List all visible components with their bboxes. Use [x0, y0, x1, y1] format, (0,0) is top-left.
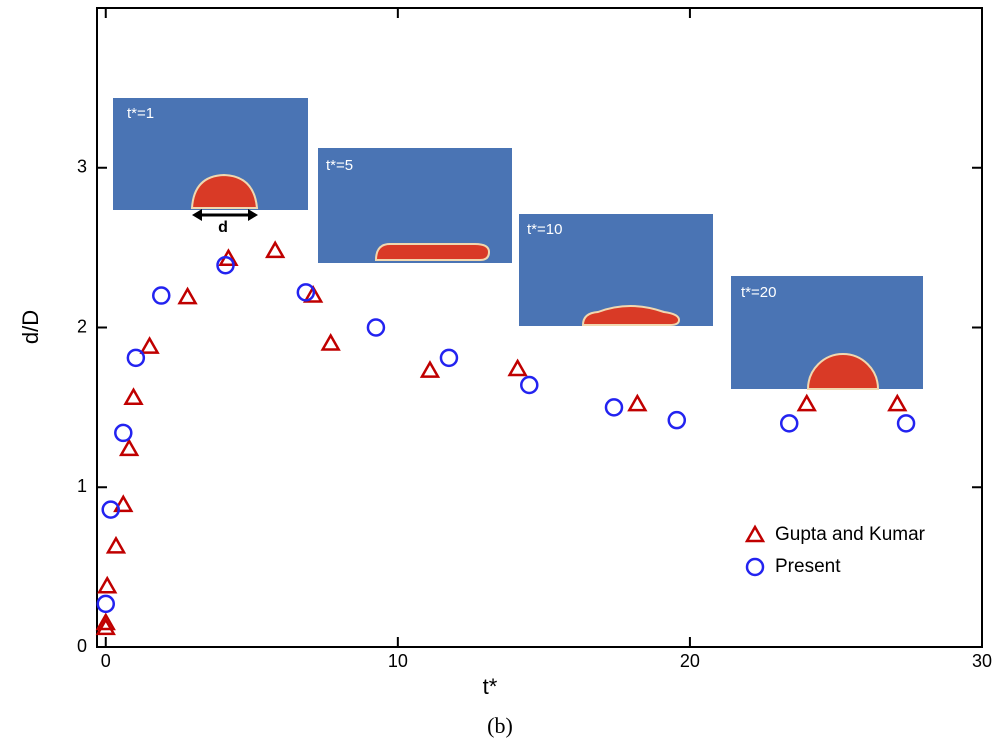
triangle-marker [97, 575, 118, 594]
triangle-marker [113, 494, 134, 513]
droplet [374, 243, 491, 261]
x-tick-label: 10 [388, 651, 408, 671]
x-tick-label: 20 [680, 651, 700, 671]
triangle-marker [265, 240, 286, 259]
circle-marker [101, 500, 120, 519]
triangle-marker [177, 286, 198, 305]
legend-marker [745, 557, 765, 577]
triangle-marker [105, 535, 127, 554]
triangle-marker [302, 285, 324, 303]
triangle-marker [419, 360, 441, 378]
x-axis-label: t* [483, 674, 498, 699]
inset-label: t*=5 [326, 157, 353, 174]
y-tick-label: 0 [77, 636, 87, 656]
caption: (b) [487, 713, 513, 738]
droplet [190, 173, 259, 209]
legend-label: Present [775, 556, 841, 577]
triangle-marker [118, 438, 140, 457]
circle-marker [366, 318, 386, 337]
circle-marker [296, 283, 316, 302]
circle-marker [126, 348, 146, 368]
x-tick-label: 30 [972, 651, 992, 671]
triangle-marker [139, 336, 160, 354]
circle-marker [152, 286, 171, 305]
x-tick-label: 0 [101, 651, 111, 671]
insets: t*=1 t*=5 t*=10 t*=20 d [113, 98, 923, 390]
circle-marker [96, 594, 116, 614]
triangle-marker [627, 393, 648, 412]
circle-marker [520, 375, 539, 395]
triangle-marker [123, 387, 144, 406]
inset-label: t*=20 [741, 284, 776, 301]
y-axis-label: d/D [18, 310, 43, 344]
circle-marker [439, 348, 459, 368]
triangle-marker [320, 332, 341, 351]
droplet [581, 305, 681, 326]
circle-marker [114, 423, 133, 443]
y-tick-label: 3 [77, 157, 87, 177]
legend-marker [744, 524, 766, 543]
inset-label: t*=10 [527, 221, 562, 238]
triangle-marker [95, 612, 116, 631]
circle-marker [604, 398, 624, 417]
triangle-marker [796, 393, 817, 412]
circle-marker [779, 414, 799, 433]
circle-marker [896, 414, 916, 433]
triangle-marker [507, 358, 528, 377]
triangle-marker [887, 393, 908, 412]
y-tick-label: 2 [77, 316, 87, 336]
circle-marker [667, 410, 687, 430]
y-tick-label: 1 [77, 476, 87, 496]
legend-label: Gupta and Kumar [775, 524, 926, 545]
inset-label: d [218, 219, 228, 236]
droplet [806, 353, 880, 390]
inset-label: t*=1 [127, 105, 154, 122]
circle-marker [216, 255, 235, 275]
triangle-marker [95, 617, 116, 636]
